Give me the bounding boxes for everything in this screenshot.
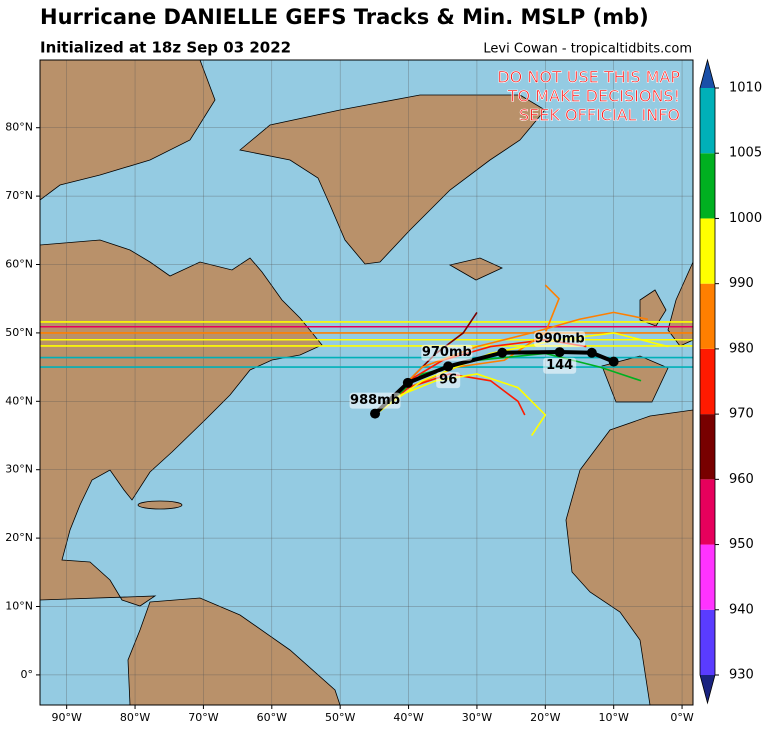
x-tick-label: 90°W — [51, 711, 81, 724]
colorbar-segment — [700, 88, 715, 154]
y-tick-label: 30°N — [5, 463, 33, 476]
colorbar-label: 940 — [729, 602, 754, 617]
x-tick-label: 20°W — [530, 711, 560, 724]
warning-line: TO MAKE DECISIONS! — [507, 87, 680, 106]
y-tick-label: 50°N — [5, 326, 33, 339]
colorbar: 930 940 950 960 970 980 990 1000 1005 1010 — [699, 58, 762, 705]
colorbar-segment — [700, 479, 715, 545]
label-box — [421, 344, 473, 361]
y-tick-label: 10°N — [5, 600, 33, 613]
colorbar-label: 1000 — [729, 211, 762, 226]
warning-line: DO NOT USE THIS MAP — [497, 68, 680, 87]
y-tick-label: 70°N — [5, 189, 33, 202]
y-tick-label: 80°N — [5, 121, 33, 134]
x-tick-label: 10°W — [598, 711, 628, 724]
cuba — [137, 500, 183, 510]
colorbar-segment — [700, 414, 715, 480]
colorbar-label: 1010 — [729, 81, 762, 96]
iceland — [448, 257, 503, 281]
subtitle: Initialized at 18z Sep 03 2022 — [40, 39, 291, 57]
colorbar-label: 930 — [729, 668, 754, 683]
track-label: 144 — [546, 358, 573, 373]
x-tick-label: 0°W — [670, 711, 693, 724]
warning-line: SEEK OFFICIAL INFO — [519, 106, 680, 125]
europe — [667, 261, 693, 347]
label-box — [436, 372, 461, 389]
colorbar-under — [700, 675, 715, 703]
mean-track-point — [443, 361, 454, 372]
y-tick-label: 0° — [21, 668, 34, 681]
colorbar-segment — [700, 153, 715, 219]
ensemble-track — [373, 311, 649, 416]
x-tick-label: 50°W — [325, 711, 355, 724]
label-box — [543, 357, 577, 374]
credit: Levi Cowan - tropicaltidbits.com — [483, 42, 692, 57]
ensemble-track — [373, 373, 526, 416]
africa — [565, 409, 693, 705]
track-label: 990mb — [535, 332, 585, 347]
colorbar-label: 1005 — [729, 146, 762, 161]
title: Hurricane DANIELLE GEFS Tracks & Min. MS… — [40, 5, 649, 29]
colorbar-label: 970 — [729, 407, 754, 422]
x-tick-label: 30°W — [462, 711, 492, 724]
label-box — [534, 331, 586, 348]
colorbar-segment — [700, 283, 715, 349]
track-label: 988mb — [350, 393, 400, 408]
track-label: 970mb — [422, 345, 472, 360]
mean-track-point — [497, 347, 508, 358]
colorbar-segment — [700, 348, 715, 415]
colorbar-label: 960 — [729, 472, 754, 487]
mean-track-point — [370, 408, 381, 419]
mean-track-point — [402, 377, 413, 388]
colorbar-label: 990 — [729, 276, 754, 291]
colorbar-segment — [700, 544, 715, 610]
axes: 90°W 80°W 70°W 60°W 50°W 40°W 30°W 20°W 10°W 0°W 0… — [5, 121, 694, 724]
x-tick-label: 40°W — [393, 711, 423, 724]
map-frame — [39, 59, 694, 706]
colorbar-segment — [700, 609, 715, 675]
land — [40, 60, 693, 705]
label-box — [349, 392, 401, 409]
x-tick-label: 70°W — [188, 711, 218, 724]
mean-track-point — [586, 347, 597, 358]
ensemble-tracks — [40, 284, 693, 436]
mean-track: 988mb 970mb 990mb 96 144 — [349, 331, 619, 419]
track-label: 96 — [439, 373, 457, 388]
colorbar-label: 950 — [729, 537, 754, 552]
colorbar-label: 980 — [729, 341, 754, 356]
y-tick-label: 60°N — [5, 258, 33, 271]
mean-track-point — [608, 356, 619, 367]
arctic-islands — [40, 60, 216, 201]
britain — [639, 289, 667, 327]
mean-track-point — [554, 347, 565, 358]
x-tick-label: 80°W — [120, 711, 150, 724]
colorbar-over — [700, 60, 715, 88]
colorbar-segment — [700, 218, 715, 284]
map-area: 988mb 970mb 990mb 96 144 — [40, 60, 693, 705]
y-tick-label: 40°N — [5, 394, 33, 407]
ensemble-track — [373, 332, 669, 416]
x-tick-label: 60°W — [257, 711, 287, 724]
y-tick-label: 20°N — [5, 531, 33, 544]
